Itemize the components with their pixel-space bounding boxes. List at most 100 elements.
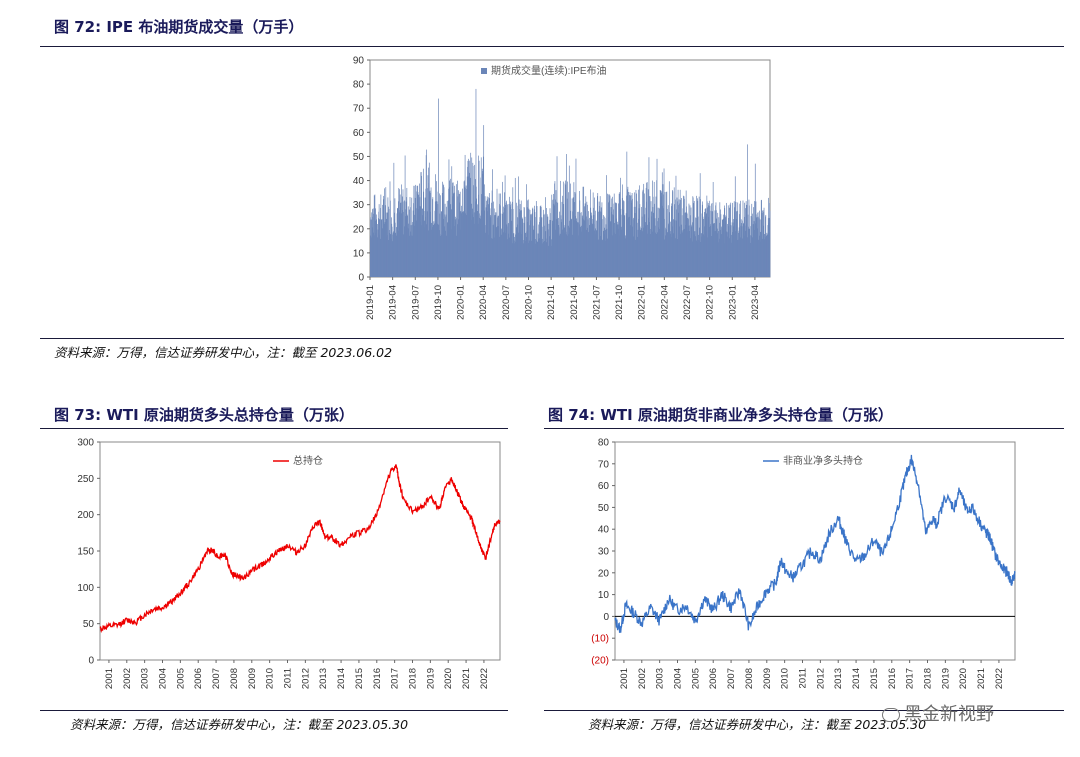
bar [377,229,379,277]
bar [482,171,484,277]
bar [491,238,493,277]
bar [614,202,616,277]
bar [512,209,514,277]
bar [382,204,383,277]
bar [689,225,690,277]
x-tick-label: 2019-01 [365,285,376,320]
fig74-chart: (20) (10) 0 10 20 30 40 50 60 70 80 非商业净多头持仓 2001 200… [575,432,1030,702]
bar [544,225,545,277]
x-tick-label: 2012 [815,668,826,689]
x-tick-label: 2004 [673,668,684,689]
bar [390,200,391,277]
bar [645,207,647,277]
bar [671,226,673,277]
bar [712,182,714,277]
bar [459,202,461,277]
bar [525,237,527,277]
bar [429,190,431,277]
bar [429,191,430,277]
bar [670,236,672,277]
bar [648,217,649,277]
bar [460,211,462,277]
bar [717,231,719,277]
bar [724,215,726,277]
y-tick-label: 50 [353,152,365,163]
bar [754,163,756,277]
bar [713,223,715,277]
x-tick-label: 2007 [726,668,737,689]
bar [419,183,420,277]
bar [523,243,525,277]
bar [566,231,568,277]
bar [474,179,476,277]
bar [765,235,767,277]
bar [476,215,478,277]
bar [766,235,767,277]
bar [606,228,608,277]
bar [709,205,711,277]
bar [702,216,704,277]
bar [495,227,497,277]
bar [479,217,481,277]
bar [564,225,566,277]
bar [552,199,554,277]
x-tick-label: 2015 [869,668,880,689]
bar [501,213,503,277]
bar [603,234,605,277]
bar [742,220,743,277]
bar [650,201,652,277]
bar [425,188,427,277]
watermark-text: 黑金新视野 [904,704,994,725]
bar [554,199,556,277]
x-tick-label: 2016 [887,668,898,689]
bar [467,166,468,277]
bar [450,229,452,277]
bar [488,193,490,277]
bar [393,212,395,277]
bar [424,211,426,277]
bar [621,229,623,277]
bar [443,185,445,277]
bar [768,222,770,277]
bar [744,216,746,277]
bar [377,224,378,277]
bar [607,193,608,277]
fig73-chart-svg: 0 50 100 150 200 250 300 总持仓 2001 2002 2003 2004 200… [77,438,501,689]
bar [480,157,482,277]
bar [713,223,714,277]
bar [433,221,435,277]
bar [674,220,676,277]
bar [572,234,574,277]
bar [391,217,392,277]
bar [400,213,402,277]
bar [503,230,505,277]
bar [430,211,431,277]
x-tick-label: 2006 [708,668,719,689]
bar [573,182,575,277]
x-tick-label: 2009 [247,668,258,689]
bar [591,219,593,277]
legend-label: 总持仓 [293,454,323,467]
bar [397,208,399,277]
bar [380,219,382,277]
bar [626,189,628,277]
x-tick-label: 2020 [443,668,454,689]
bar [606,238,608,277]
bar [642,191,643,277]
bar [380,194,382,277]
bar [528,240,530,277]
legend-label: 期货成交量(连续):IPE布油 [491,64,607,77]
bar [446,206,447,277]
bar [646,182,647,277]
bar [452,182,454,277]
bar [423,227,425,277]
bar [521,233,523,277]
bar [751,235,752,277]
bar [518,199,520,277]
bar [614,232,615,277]
bar [536,240,538,277]
bar [631,202,632,277]
bar [382,227,384,277]
bar [733,201,735,277]
bar [683,229,685,277]
